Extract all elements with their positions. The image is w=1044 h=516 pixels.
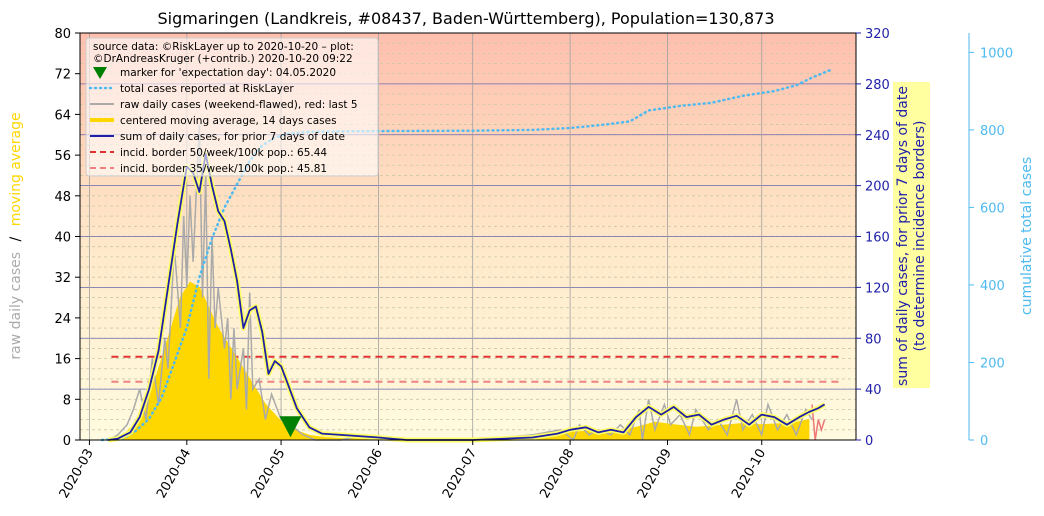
x-axis: 2020-03 2020-04 2020-05 2020-06 2020-07 2020-… [57,440,769,501]
weekly-sum-axis-tick-label: 200 [865,180,890,195]
weekly-sum-axis-tick-label: 280 [865,78,890,93]
x-axis-tick-label: 2020-08 [537,447,577,502]
left-axis-tick-label: 40 [54,231,71,246]
left-axis-tick-label: 48 [54,190,71,205]
left-axis-label-raw: raw daily cases [8,252,24,360]
legend-box [85,37,379,177]
raw-daily-layer [107,124,826,442]
legend: source data: ©RiskLayer up to 2020-10-20… [85,37,379,177]
left-axis-tick-label: 0 [63,434,71,449]
x-axis-tick-label: 2020-04 [154,447,194,502]
weekly-sum-axis-tick-label: 160 [865,231,890,246]
weekly-sum-axis-tick-label: 80 [865,332,882,347]
weekly-sum-axis-tick-label: 120 [865,281,890,296]
left-axis-tick-label: 32 [54,271,71,286]
weekly-sum-axis-tick-label: 0 [865,434,873,449]
weekly-sum-label-box [893,82,930,388]
x-axis-tick-label: 2020-03 [57,447,97,502]
legend-entry-moving-avg: centered moving average, 14 days cases [120,115,337,127]
raw-daily-recent-line [811,404,826,441]
legend-marker-triangle [93,67,107,79]
left-axis-label: raw daily cases / moving average [8,112,24,359]
left-axis-tick-label: 72 [54,68,71,83]
weekly-sum-axis-tick-label: 40 [865,383,882,398]
weekly-sum-axis-label-line2: (to determine incidence borders) [912,121,928,352]
cumulative-axis-tick-label: 600 [980,201,1005,216]
cumulative-axis-tick-label: 1000 [980,46,1013,61]
x-axis-tick-label: 2020-05 [248,447,288,502]
cumulative-axis-tick-label: 0 [980,434,988,449]
right-axis-cumulative: 0 200 400 600 800 1000 [968,33,1013,449]
x-axis-tick-label: 2020-06 [346,447,386,502]
x-axis-tick-label: 2020-10 [729,447,769,502]
legend-entry-weekly-sum: sum of daily cases, for prior 7 days of … [120,131,345,143]
cumulative-axis-tick-label: 400 [980,279,1005,294]
chart-title: Sigmaringen (Landkreis, #08437, Baden-Wü… [157,9,774,28]
left-axis-tick-label: 64 [54,108,71,123]
left-axis: 0 8 16 24 32 40 48 56 64 72 80 [54,27,80,449]
expectation-marker-layer [279,416,302,438]
raw-daily-line [107,124,813,442]
cumulative-axis-tick-label: 800 [980,124,1005,139]
left-axis-tick-label: 16 [54,353,71,368]
left-axis-tick-label: 56 [54,149,71,164]
x-axis-tick-label: 2020-09 [635,447,675,502]
right-axis-weekly-sum: 0 40 80 120 160 200 240 280 320 [856,27,890,449]
weekly-sum-axis-label-line1: sum of daily cases, for prior 7 days of … [895,86,911,386]
weekly-sum-axis-tick-label: 320 [865,27,890,42]
left-axis-tick-label: 24 [54,312,71,327]
legend-entry-border35: incid. border 35/week/100k pop.: 45.81 [120,163,327,175]
left-axis-tick-label: 8 [63,393,71,408]
legend-source-line1: source data: ©RiskLayer up to 2020-10-20… [93,41,354,53]
left-axis-label-sep: / [8,236,24,241]
legend-entry-cumulative: total cases reported at RiskLayer [120,83,294,95]
left-axis-label-ma: moving average [8,112,24,226]
legend-entry-marker: marker for 'expectation day': 04.05.2020 [120,67,336,79]
cumulative-axis-label: cumulative total cases [1019,157,1035,315]
legend-entry-border50: incid. border 50/week/100k pop.: 65.44 [120,147,327,159]
cumulative-axis-tick-label: 200 [980,356,1005,371]
expectation-day-marker [279,416,302,438]
left-axis-tick-label: 80 [54,27,71,42]
legend-source-line2: ©DrAndreasKruger (+contrib.) 2020-10-20 … [93,53,353,65]
weekly-sum-axis-tick-label: 240 [865,129,890,144]
x-axis-tick-label: 2020-07 [440,446,480,501]
legend-entry-raw: raw daily cases (weekend-flawed), red: l… [120,99,358,111]
